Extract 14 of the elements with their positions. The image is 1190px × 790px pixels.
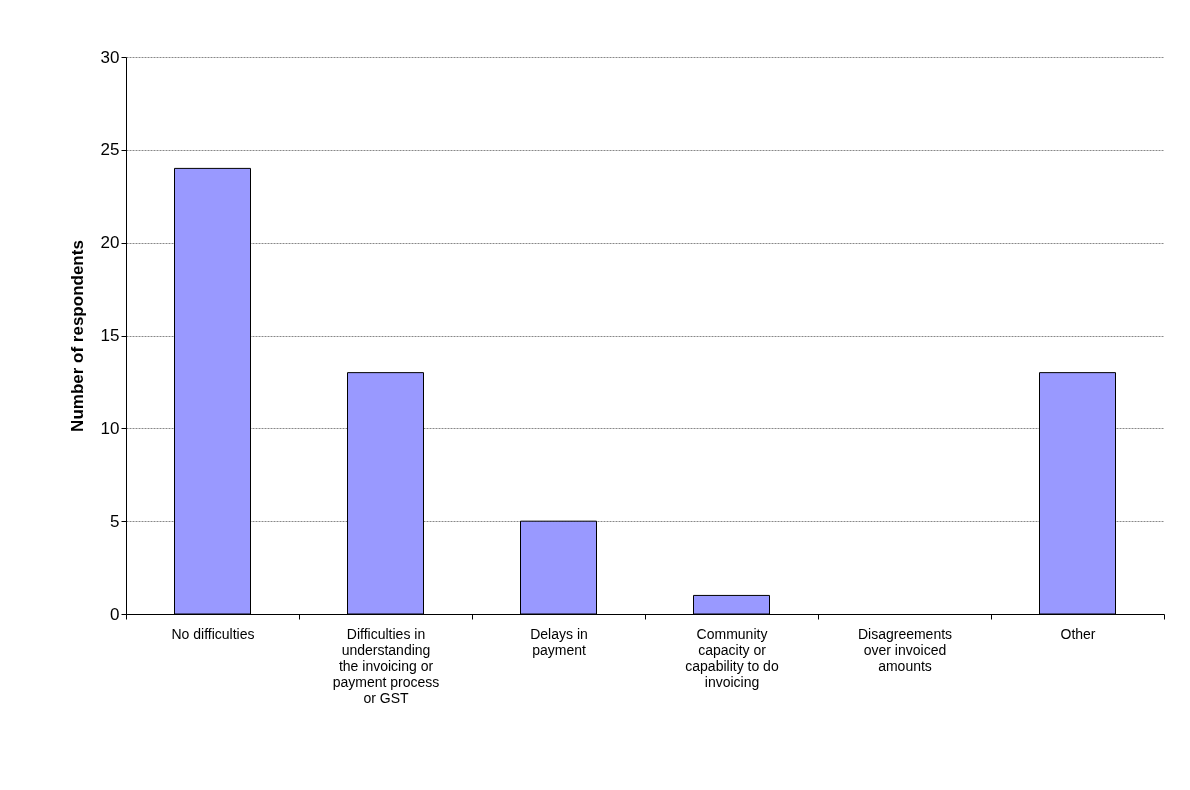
x-tick-label: Delays in payment: [530, 625, 588, 658]
y-tick-label: 15: [100, 326, 120, 345]
y-tick-label: 0: [110, 604, 120, 624]
y-tick-label: 25: [100, 140, 120, 160]
y-axis-title: Number of respondents: [67, 240, 87, 432]
x-tick-label: Community capacity or capability to do invoicing: [685, 625, 779, 690]
y-tick-label: 20: [100, 233, 120, 253]
y-tick-label: 30: [100, 47, 120, 67]
x-tick-label: No difficulties: [171, 625, 255, 642]
x-tick-label: Other: [1060, 625, 1096, 642]
y-tick-label: 5: [110, 511, 120, 531]
x-tick-label: Disagreements over invoiced amounts: [857, 625, 953, 674]
x-tick-label: Difficulties in understanding the invoicing or payment process or GST: [332, 625, 440, 706]
y-tick-label: 10: [100, 418, 120, 438]
